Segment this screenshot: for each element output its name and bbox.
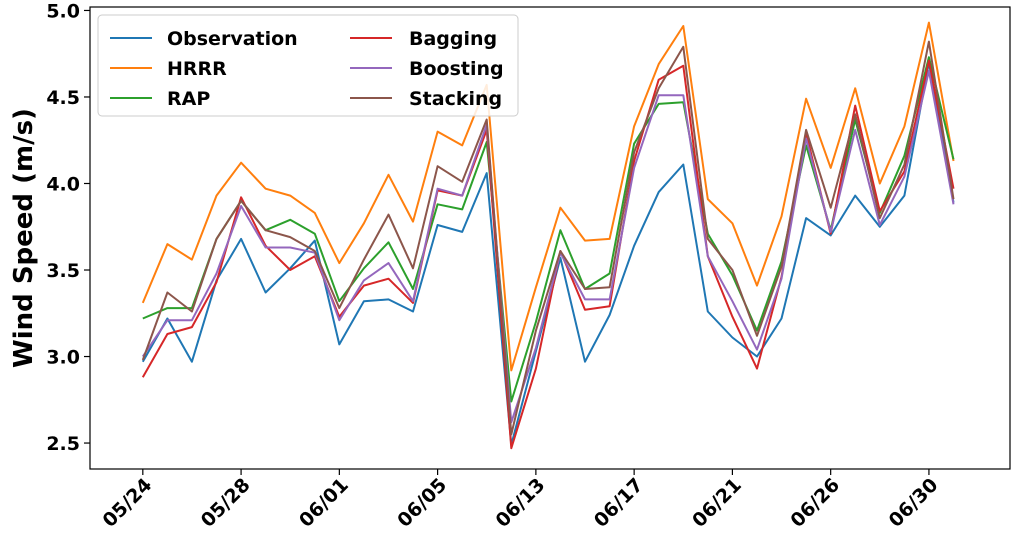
y-tick-label: 4.0: [46, 173, 80, 195]
x-tick-label: 06/01: [295, 474, 353, 532]
series-lines: [141, 21, 955, 450]
x-tick-label: 06/26: [786, 474, 844, 532]
x-tick-label: 06/30: [885, 474, 943, 532]
legend-box: [97, 14, 519, 117]
y-tick-label: 5.0: [46, 0, 80, 22]
series-line-hrrr: [141, 21, 955, 372]
legend-label-hrrr: HRRR: [167, 58, 227, 80]
series-line-stacking: [141, 40, 955, 436]
legend-label-bagging: Bagging: [409, 28, 497, 50]
y-axis: 2.5 3.0 3.5 4.0 4.5 5.0: [46, 0, 90, 455]
y-tick-label: 3.5: [46, 260, 80, 282]
legend-label-observation: Observation: [167, 28, 298, 50]
y-tick-label: 4.5: [46, 87, 80, 109]
plot-frame: [89, 6, 1011, 470]
y-tick-label: 3.0: [46, 347, 80, 369]
x-tick-label: 06/21: [688, 474, 746, 532]
x-tick-label: 06/05: [393, 474, 451, 532]
x-tick-label: 06/17: [590, 474, 648, 532]
legend-label-rap: RAP: [167, 88, 210, 110]
series-line-observation: [141, 61, 955, 446]
series-line-bagging: [141, 59, 955, 450]
x-tick-label: 05/24: [98, 474, 156, 532]
x-axis: 05/24 05/28 06/01 06/05 06/13 06/17 06/21 06/26…: [98, 469, 942, 532]
legend: Observation HRRR RAP Bagging Boosting Stackin…: [97, 14, 519, 117]
legend-label-stacking: Stacking: [409, 88, 502, 110]
x-tick-label: 06/13: [492, 474, 550, 532]
y-axis-label: Wind Speed (m/s): [9, 108, 39, 368]
legend-label-boosting: Boosting: [409, 58, 504, 80]
series-line-boosting: [141, 70, 955, 424]
y-tick-label: 2.5: [46, 433, 80, 455]
x-tick-label: 05/28: [197, 474, 255, 532]
